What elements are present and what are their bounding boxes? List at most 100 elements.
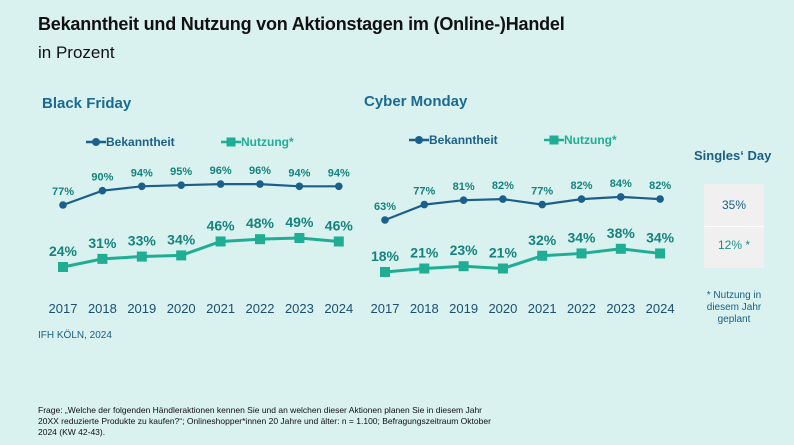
legend-nutzung-marker-icon bbox=[549, 135, 559, 145]
bekanntheit-data-label: 82% bbox=[649, 180, 671, 192]
year-tick-label: 2024 bbox=[646, 301, 675, 316]
bekanntheit-point bbox=[256, 180, 264, 188]
nutzung-point bbox=[576, 248, 587, 259]
bekanntheit-point bbox=[59, 201, 67, 209]
bekanntheit-data-label: 77% bbox=[531, 186, 553, 198]
panel-title-cyber-monday: Cyber Monday bbox=[364, 93, 468, 110]
bekanntheit-point bbox=[381, 216, 389, 224]
nutzung-data-label: 48% bbox=[246, 215, 275, 231]
nutzung-data-label: 21% bbox=[489, 245, 518, 261]
nutzung-point bbox=[380, 267, 390, 277]
survey-footnote: Frage: „Welche der folgenden Händlerakti… bbox=[38, 405, 491, 437]
year-tick-label: 2023 bbox=[285, 301, 314, 316]
source-label: IFH KÖLN, 2024 bbox=[38, 330, 112, 341]
nutzung-line-cyber-monday bbox=[384, 247, 661, 274]
legend-bekanntheit-label: Bekanntheit bbox=[106, 135, 175, 149]
nutzung-data-label: 23% bbox=[450, 242, 479, 258]
bekanntheit-data-label: 96% bbox=[249, 165, 271, 177]
panel-title-black-friday: Black Friday bbox=[42, 95, 132, 112]
legend-nutzung-label: Nutzung* bbox=[241, 135, 294, 149]
bekanntheit-point bbox=[98, 186, 107, 195]
chart-title: Bekanntheit und Nutzung von Aktionstagen… bbox=[38, 14, 565, 34]
bekanntheit-line-black-friday bbox=[62, 183, 339, 207]
year-tick-label: 2020 bbox=[167, 301, 196, 316]
year-tick-label: 2017 bbox=[49, 301, 78, 316]
nutzung-point bbox=[136, 251, 147, 262]
bekanntheit-data-label: 63% bbox=[374, 201, 396, 213]
nutzung-data-label: 34% bbox=[167, 231, 196, 247]
year-tick-label: 2019 bbox=[127, 301, 156, 316]
bekanntheit-data-label: 95% bbox=[170, 166, 192, 178]
legend-bekanntheit-label: Bekanntheit bbox=[429, 133, 498, 147]
bekanntheit-point bbox=[177, 181, 185, 189]
year-tick-label: 2018 bbox=[410, 301, 439, 316]
nutzung-line-black-friday bbox=[62, 236, 339, 269]
year-tick-label: 2023 bbox=[606, 301, 635, 316]
bekanntheit-point bbox=[420, 200, 429, 209]
bekanntheit-point bbox=[216, 180, 225, 188]
chart-subtitle: in Prozent bbox=[38, 43, 115, 62]
nutzung-data-label: 38% bbox=[607, 225, 636, 241]
year-tick-label: 2022 bbox=[567, 301, 596, 316]
year-tick-label: 2024 bbox=[324, 301, 353, 316]
nutzung-point bbox=[458, 261, 469, 272]
bekanntheit-data-label: 94% bbox=[288, 167, 310, 179]
bekanntheit-point bbox=[295, 182, 304, 191]
bekanntheit-data-label: 90% bbox=[91, 172, 113, 184]
nutzung-data-label: 34% bbox=[567, 229, 596, 245]
bekanntheit-point bbox=[335, 182, 343, 191]
bekanntheit-point bbox=[499, 195, 507, 203]
nutzung-point bbox=[497, 263, 508, 274]
nutzung-point bbox=[655, 248, 666, 259]
year-tick-label: 2017 bbox=[371, 301, 400, 316]
bekanntheit-data-label: 82% bbox=[570, 180, 592, 192]
nutzung-point bbox=[294, 233, 305, 243]
bekanntheit-point bbox=[538, 200, 546, 209]
bekanntheit-line-cyber-monday bbox=[384, 195, 661, 222]
nutzung-data-label: 24% bbox=[49, 243, 78, 259]
bekanntheit-point bbox=[656, 195, 664, 203]
bekanntheit-data-label: 94% bbox=[328, 167, 350, 179]
bekanntheit-data-label: 82% bbox=[492, 180, 514, 192]
bekanntheit-data-label: 77% bbox=[413, 186, 435, 198]
legend-bekanntheit-marker-icon bbox=[415, 136, 423, 144]
nutzung-data-label: 49% bbox=[285, 214, 314, 230]
year-tick-label: 2019 bbox=[449, 301, 478, 316]
nutzung-point bbox=[255, 234, 265, 245]
bekanntheit-data-label: 96% bbox=[210, 165, 232, 177]
nutzung-data-label: 46% bbox=[207, 217, 236, 233]
year-tick-label: 2020 bbox=[488, 301, 517, 316]
nutzung-point bbox=[176, 250, 187, 261]
singles-day-note: * Nutzung in diesem Jahr geplant bbox=[706, 290, 762, 325]
year-tick-label: 2018 bbox=[88, 301, 117, 316]
year-tick-label: 2022 bbox=[246, 301, 275, 316]
singles-day-title: Singles‘ Day bbox=[694, 148, 772, 163]
nutzung-point bbox=[58, 262, 68, 272]
legend-nutzung-label: Nutzung* bbox=[564, 133, 617, 147]
nutzung-point bbox=[215, 236, 226, 247]
bekanntheit-point bbox=[459, 196, 468, 204]
nutzung-data-label: 31% bbox=[88, 235, 117, 251]
nutzung-data-label: 33% bbox=[128, 233, 157, 249]
year-tick-label: 2021 bbox=[206, 301, 235, 316]
year-tick-label: 2021 bbox=[528, 301, 557, 316]
nutzung-point bbox=[97, 253, 108, 264]
bekanntheit-point bbox=[577, 195, 586, 203]
nutzung-point bbox=[419, 263, 430, 274]
bekanntheit-point bbox=[617, 193, 625, 201]
legend-bekanntheit-marker-icon bbox=[92, 138, 100, 146]
legend-nutzung-marker-icon bbox=[226, 137, 236, 147]
nutzung-data-label: 21% bbox=[410, 245, 439, 261]
nutzung-point bbox=[537, 250, 548, 261]
singles-day-nutzung-value: 12% * bbox=[704, 227, 764, 268]
singles-day-bekanntheit-value: 35% bbox=[704, 184, 764, 227]
bekanntheit-data-label: 84% bbox=[610, 178, 632, 190]
nutzung-point bbox=[333, 236, 344, 247]
bekanntheit-data-label: 81% bbox=[453, 181, 475, 193]
nutzung-data-label: 18% bbox=[371, 248, 400, 264]
bekanntheit-data-label: 77% bbox=[52, 186, 74, 198]
nutzung-data-label: 46% bbox=[325, 217, 354, 233]
nutzung-data-label: 32% bbox=[528, 232, 557, 248]
nutzung-point bbox=[615, 243, 626, 254]
